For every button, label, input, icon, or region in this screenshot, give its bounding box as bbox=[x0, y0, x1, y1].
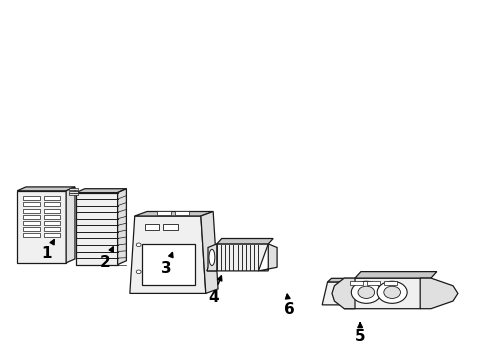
Circle shape bbox=[384, 286, 400, 298]
Polygon shape bbox=[135, 211, 213, 216]
Circle shape bbox=[351, 281, 381, 303]
Polygon shape bbox=[332, 278, 355, 309]
Polygon shape bbox=[207, 244, 217, 271]
Circle shape bbox=[136, 270, 141, 274]
Polygon shape bbox=[217, 239, 273, 244]
Polygon shape bbox=[17, 187, 75, 191]
Polygon shape bbox=[69, 188, 77, 190]
Polygon shape bbox=[344, 278, 431, 309]
Polygon shape bbox=[23, 196, 40, 200]
Polygon shape bbox=[163, 224, 178, 230]
Polygon shape bbox=[76, 193, 118, 265]
Polygon shape bbox=[69, 191, 77, 193]
Polygon shape bbox=[420, 278, 458, 309]
Text: 3: 3 bbox=[161, 253, 173, 276]
Polygon shape bbox=[259, 244, 277, 271]
Polygon shape bbox=[350, 281, 363, 284]
Polygon shape bbox=[355, 271, 437, 278]
Polygon shape bbox=[175, 211, 189, 215]
Polygon shape bbox=[66, 187, 75, 263]
Text: 6: 6 bbox=[284, 294, 294, 317]
Text: 4: 4 bbox=[208, 276, 222, 305]
Polygon shape bbox=[44, 227, 60, 231]
Circle shape bbox=[377, 281, 407, 303]
Polygon shape bbox=[367, 281, 380, 284]
Polygon shape bbox=[201, 211, 218, 293]
Polygon shape bbox=[322, 282, 350, 305]
Polygon shape bbox=[142, 244, 195, 285]
Text: 5: 5 bbox=[355, 323, 366, 344]
Circle shape bbox=[136, 243, 141, 247]
Polygon shape bbox=[207, 244, 269, 271]
Polygon shape bbox=[130, 216, 206, 293]
Polygon shape bbox=[44, 196, 60, 200]
Polygon shape bbox=[23, 233, 40, 237]
Polygon shape bbox=[44, 208, 60, 212]
Polygon shape bbox=[23, 221, 40, 225]
Polygon shape bbox=[44, 233, 60, 237]
Text: 1: 1 bbox=[41, 240, 54, 261]
Text: 2: 2 bbox=[100, 247, 113, 270]
Polygon shape bbox=[44, 215, 60, 219]
Polygon shape bbox=[23, 227, 40, 231]
Polygon shape bbox=[23, 202, 40, 206]
Polygon shape bbox=[157, 211, 171, 215]
Polygon shape bbox=[384, 281, 397, 284]
Polygon shape bbox=[23, 208, 40, 212]
Polygon shape bbox=[44, 221, 60, 225]
Polygon shape bbox=[145, 224, 159, 230]
Polygon shape bbox=[118, 189, 126, 265]
Polygon shape bbox=[327, 278, 354, 282]
Polygon shape bbox=[44, 202, 60, 206]
Polygon shape bbox=[76, 189, 126, 193]
Circle shape bbox=[358, 286, 375, 298]
Polygon shape bbox=[17, 191, 66, 263]
Polygon shape bbox=[69, 193, 77, 195]
Ellipse shape bbox=[209, 249, 215, 266]
Polygon shape bbox=[23, 215, 40, 219]
